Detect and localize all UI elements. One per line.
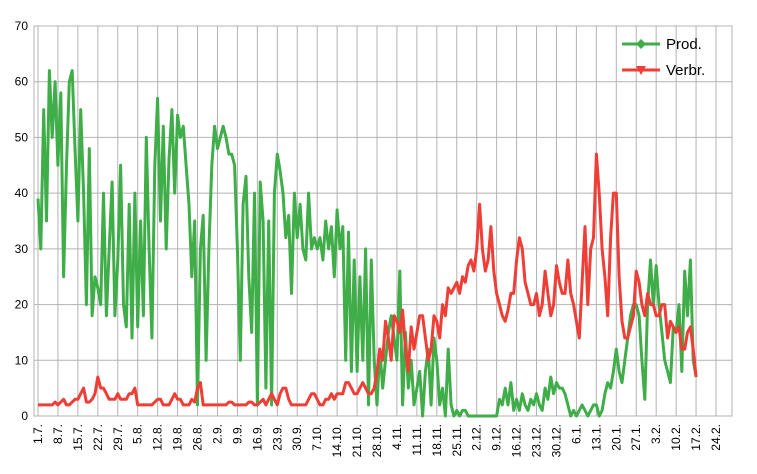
series-line xyxy=(36,69,698,418)
x-tick-label: 9.12. xyxy=(490,424,504,451)
x-tick-label: 23.9. xyxy=(270,424,284,451)
x-tick-label: 15.7. xyxy=(71,424,85,451)
x-tick-label: 19.8. xyxy=(171,424,185,451)
x-tick-label: 1.7. xyxy=(31,424,45,444)
x-tick-label: 25.11. xyxy=(450,424,464,456)
series-line xyxy=(38,152,698,407)
x-tick-label: 26.8. xyxy=(191,424,205,451)
y-tick-label: 70 xyxy=(15,19,29,33)
x-tick-label: 28.10. xyxy=(370,424,384,457)
x-tick-label: 7.10. xyxy=(310,424,324,451)
x-tick-label: 10.2. xyxy=(669,424,683,451)
x-tick-label: 13.1. xyxy=(589,424,603,451)
y-tick-label: 40 xyxy=(15,186,29,200)
x-tick-label: 30.9. xyxy=(290,424,304,451)
x-tick-label: 4.11. xyxy=(390,424,404,450)
x-tick-label: 2.9. xyxy=(210,424,224,444)
x-tick-label: 17.2. xyxy=(689,424,703,451)
y-tick-label: 60 xyxy=(15,75,29,89)
y-tick-label: 30 xyxy=(15,242,29,256)
x-tick-label: 21.10. xyxy=(350,424,364,457)
y-tick-label: 10 xyxy=(15,353,29,367)
x-tick-label: 9.9. xyxy=(230,424,244,444)
legend-label: Verbr. xyxy=(666,62,705,79)
y-tick-label: 50 xyxy=(15,130,29,144)
x-tick-label: 16.12. xyxy=(510,424,524,457)
x-tick-label: 14.10. xyxy=(330,424,344,457)
x-tick-label: 22.7. xyxy=(91,424,105,451)
x-tick-label: 30.12. xyxy=(549,424,563,457)
x-tick-label: 29.7. xyxy=(111,424,125,451)
x-tick-label: 8.7. xyxy=(51,424,65,444)
y-tick-label: 20 xyxy=(15,298,29,312)
x-tick-label: 11.11. xyxy=(410,424,424,456)
x-tick-label: 20.1. xyxy=(609,424,623,451)
x-tick-label: 12.8. xyxy=(151,424,165,451)
x-tick-label: 16.9. xyxy=(250,424,264,451)
legend-label: Prod. xyxy=(666,36,702,53)
x-tick-label: 18.11. xyxy=(430,424,444,456)
x-tick-label: 23.12. xyxy=(530,424,544,457)
y-tick-label: 0 xyxy=(21,409,28,423)
x-tick-label: 3.2. xyxy=(649,424,663,444)
x-tick-label: 5.8. xyxy=(131,424,145,444)
x-tick-label: 2.12. xyxy=(470,424,484,451)
x-tick-label: 6.1. xyxy=(569,424,583,444)
x-tick-label: 24.2. xyxy=(709,424,723,451)
legend-marker xyxy=(636,39,646,49)
legend-marker xyxy=(636,66,646,75)
x-tick-label: 27.1. xyxy=(629,424,643,451)
